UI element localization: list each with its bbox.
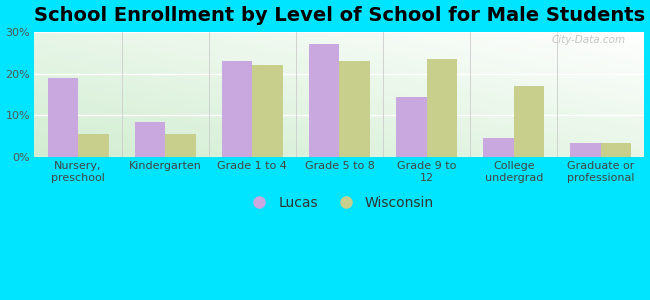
Bar (165, 134, 196, 157)
Bar (483, 138, 514, 157)
Bar (571, 142, 601, 157)
Bar (78, 134, 109, 157)
Bar (601, 142, 631, 157)
Bar (309, 44, 339, 157)
Bar (222, 61, 252, 157)
Bar (135, 122, 165, 157)
Bar (339, 61, 370, 157)
Bar (514, 86, 544, 157)
Legend: Lucas, Wisconsin: Lucas, Wisconsin (239, 190, 439, 216)
Bar (426, 59, 457, 157)
Bar (47, 78, 78, 157)
Bar (396, 97, 426, 157)
Text: City-Data.com: City-Data.com (552, 35, 626, 45)
Bar (252, 65, 283, 157)
Title: School Enrollment by Level of School for Male Students: School Enrollment by Level of School for… (34, 6, 645, 25)
